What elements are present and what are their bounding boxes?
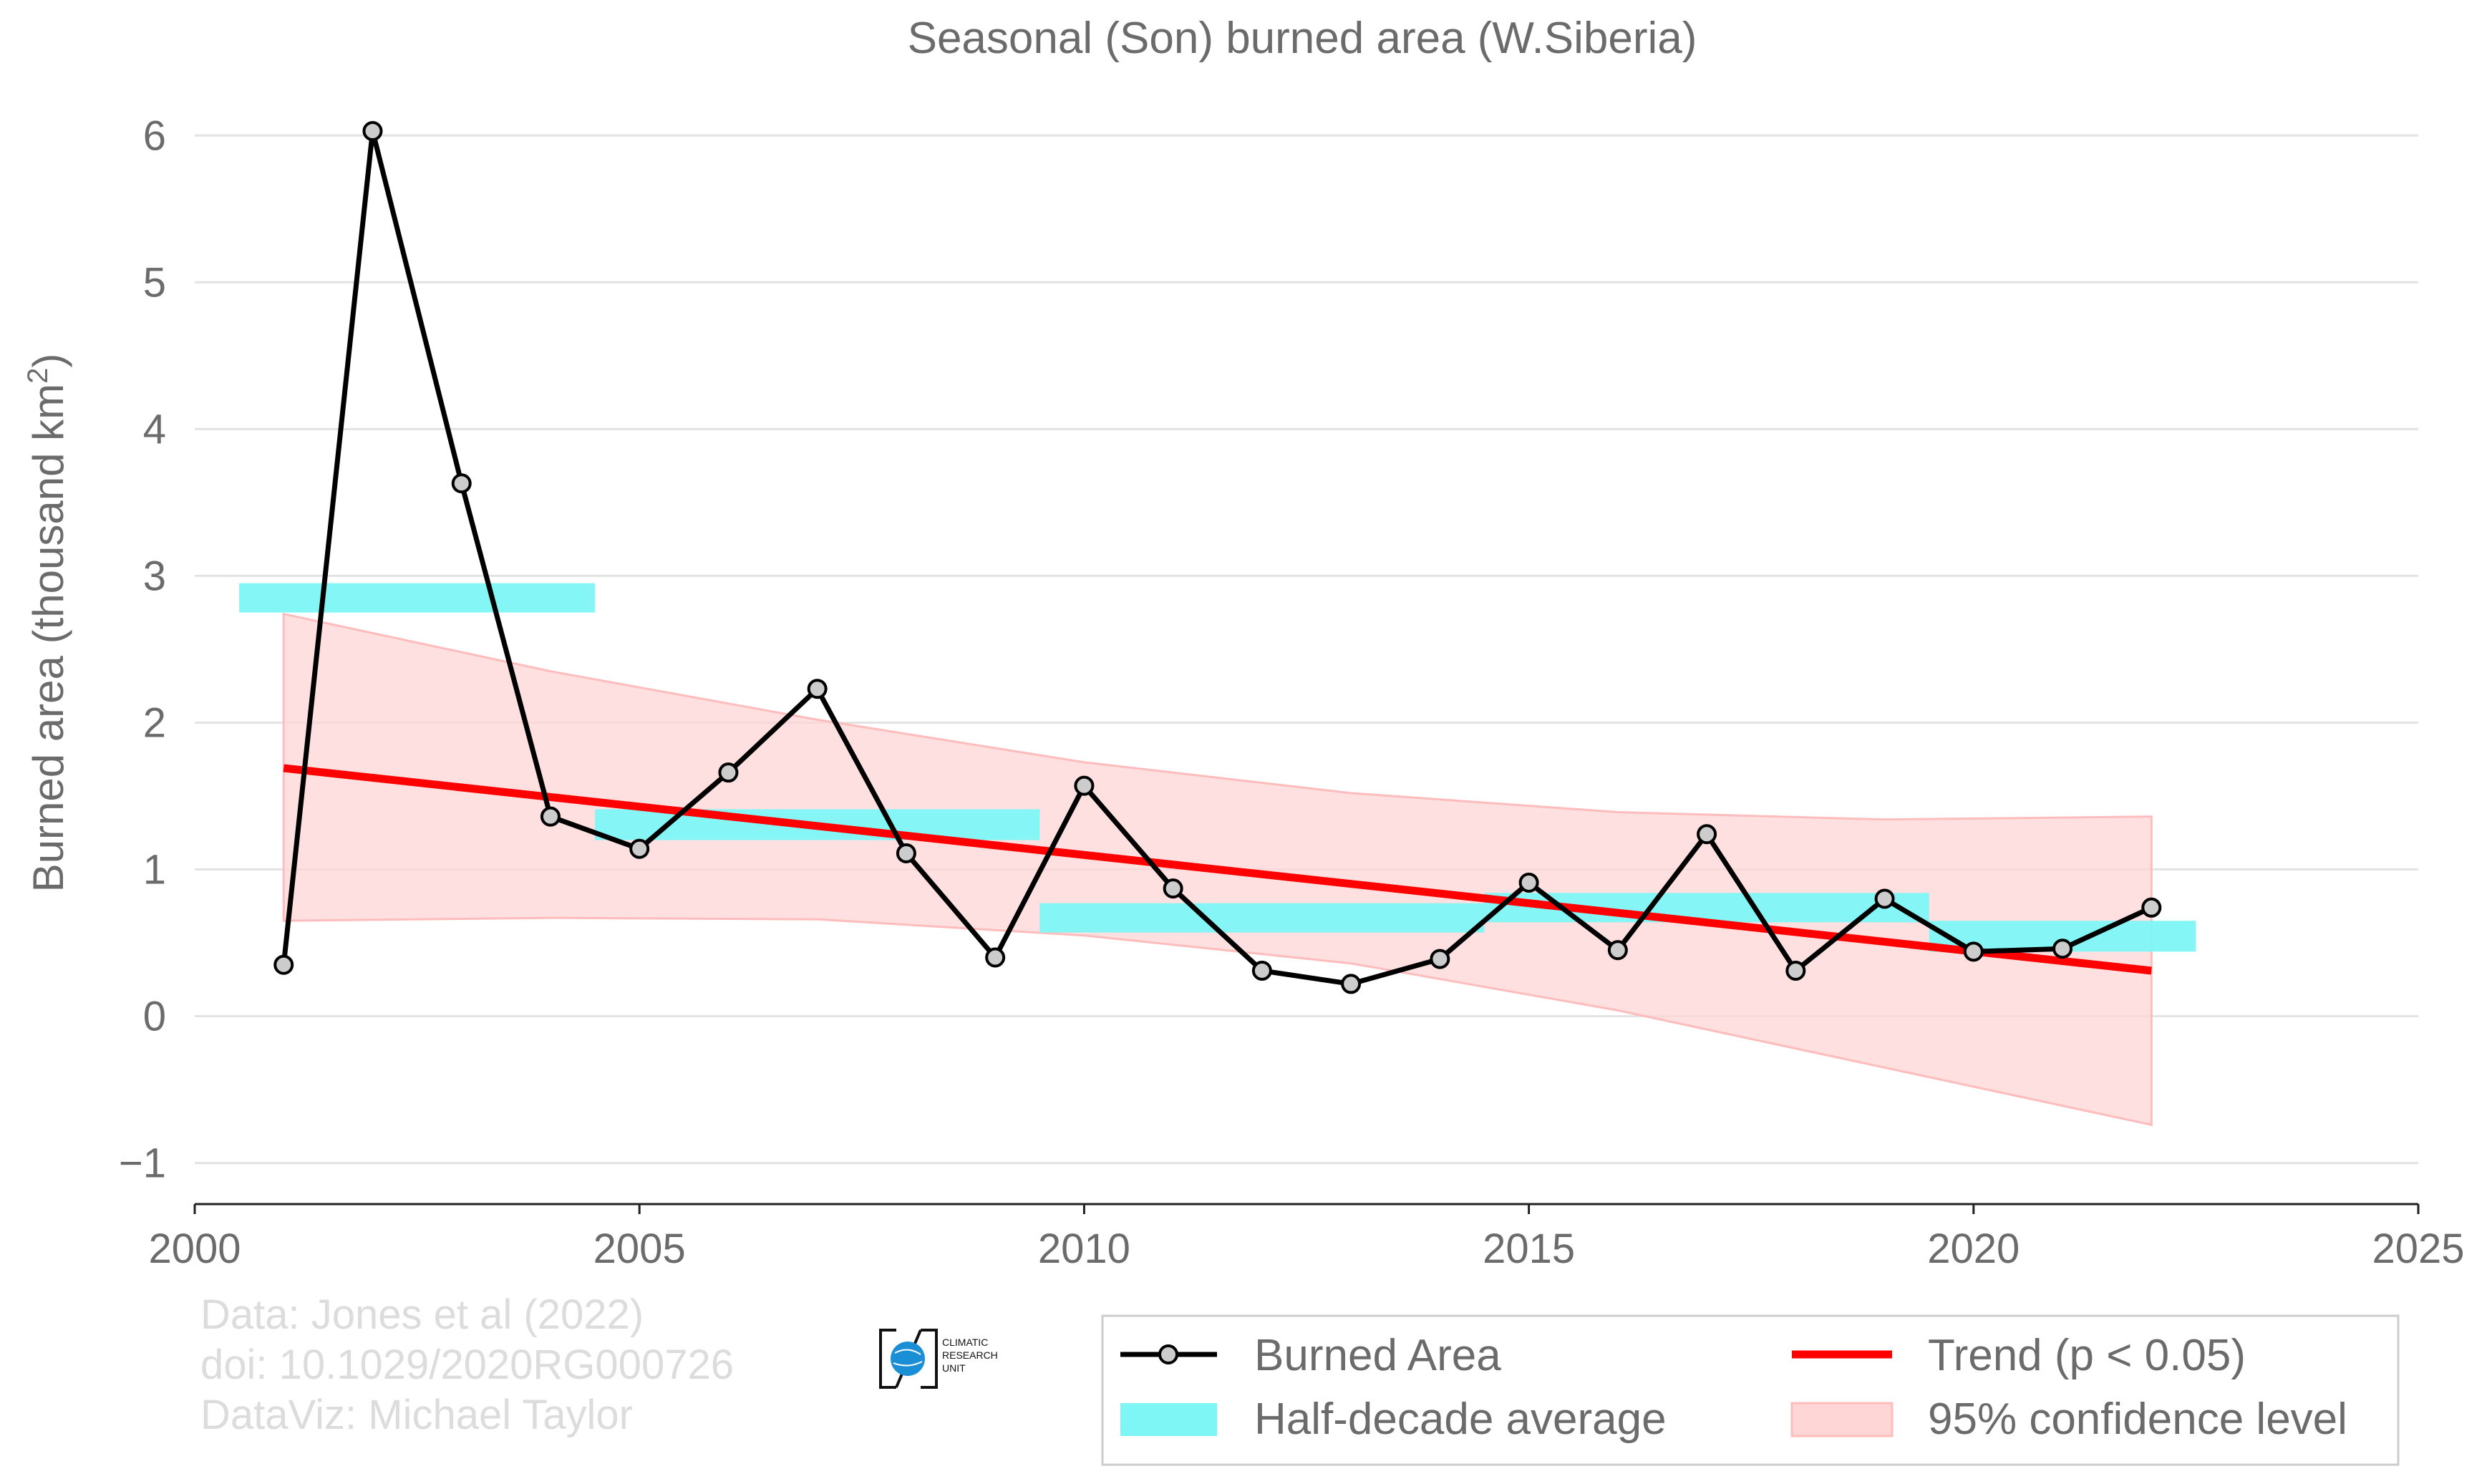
legend: Burned Area Half-decade average Trend (p… xyxy=(1101,1314,2400,1466)
data-point xyxy=(1163,878,1183,899)
data-point xyxy=(1251,960,1272,981)
half-decade-bar xyxy=(239,583,596,613)
half-decade-bar xyxy=(1039,903,1485,933)
y-tick-label: 1 xyxy=(143,846,166,893)
y-tick-label: 0 xyxy=(143,994,166,1040)
chart-title: Seasonal (Son) burned area (W.Siberia) xyxy=(908,14,1697,63)
logo-line-2: RESEARCH xyxy=(942,1349,998,1361)
data-point xyxy=(807,679,828,699)
burned-area-line xyxy=(281,128,2153,986)
y-tick-label: 4 xyxy=(143,406,166,452)
data-point xyxy=(451,473,472,494)
burned-area-points xyxy=(273,121,2162,994)
data-point xyxy=(2141,897,2162,918)
data-point xyxy=(896,843,916,863)
data-point xyxy=(273,954,294,975)
data-point xyxy=(1963,941,1984,962)
legend-burned-area: Burned Area xyxy=(1254,1331,1501,1380)
data-point xyxy=(2052,939,2073,959)
legend-half-decade-swatch xyxy=(1120,1403,1217,1436)
legend-confidence: 95% confidence level xyxy=(1928,1395,2347,1444)
y-tick-label: 6 xyxy=(143,112,166,159)
y-tick-label: 3 xyxy=(143,553,166,599)
x-tick-label: 2025 xyxy=(2372,1226,2464,1272)
x-tick-label: 2010 xyxy=(1038,1226,1130,1272)
legend-confidence-swatch xyxy=(1790,1402,1894,1437)
data-point xyxy=(1785,960,1806,981)
data-point xyxy=(540,806,561,827)
data-point xyxy=(1874,888,1895,909)
data-point xyxy=(985,947,1006,968)
x-tick-label: 2020 xyxy=(1927,1226,2020,1272)
credit-data: Data: Jones et al (2022) xyxy=(200,1291,644,1338)
credit-doi: doi: 10.1029/2020RG000726 xyxy=(200,1342,734,1388)
data-point xyxy=(629,838,650,859)
x-tick-label: 2000 xyxy=(148,1226,241,1272)
legend-trend: Trend (p < 0.05) xyxy=(1928,1331,2246,1380)
y-tick-label: 2 xyxy=(143,699,166,746)
logo-line-3: UNIT xyxy=(942,1362,966,1374)
cru-logo: CLIMATIC RESEARCH UNIT xyxy=(879,1329,998,1389)
x-tick-label: 2015 xyxy=(1483,1226,1575,1272)
y-tick-label: −1 xyxy=(119,1140,166,1187)
y-tick-label: 5 xyxy=(143,259,166,306)
y-axis-label: Burned area (thousand km2) xyxy=(22,354,72,893)
data-point xyxy=(1074,775,1095,796)
data-point xyxy=(718,762,739,783)
y-tick-labels: −1 0 1 2 3 4 5 6 xyxy=(119,112,166,1186)
data-point xyxy=(1518,872,1539,893)
credit-dataviz: DataViz: Michael Taylor xyxy=(200,1392,633,1438)
legend-box xyxy=(1101,1314,2400,1466)
x-ticks: 2000 2005 2010 2015 2020 2025 xyxy=(148,1204,2465,1272)
data-point xyxy=(1341,974,1362,994)
legend-burned-marker xyxy=(1158,1344,1178,1364)
data-point xyxy=(362,121,383,142)
data-point xyxy=(1697,824,1717,845)
legend-half-decade: Half-decade average xyxy=(1254,1395,1667,1444)
x-tick-label: 2005 xyxy=(593,1226,686,1272)
logo-line-1: CLIMATIC xyxy=(942,1337,988,1348)
globe-icon xyxy=(891,1342,925,1376)
data-point xyxy=(1430,949,1450,969)
data-point xyxy=(1607,940,1628,961)
